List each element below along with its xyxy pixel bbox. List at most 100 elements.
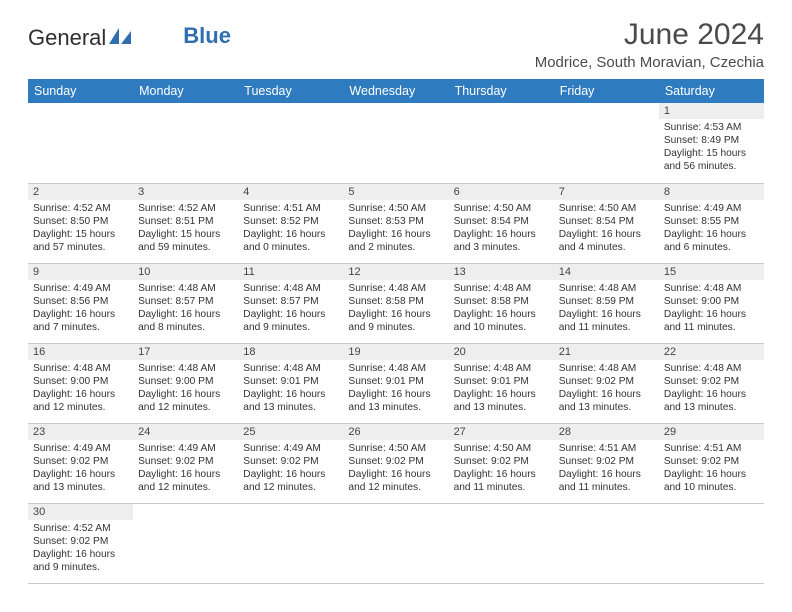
day-details: Sunrise: 4:50 AMSunset: 8:54 PMDaylight:…	[449, 200, 554, 257]
day-daylight2: and 11 minutes.	[559, 321, 654, 334]
day-sunset: Sunset: 9:02 PM	[664, 455, 759, 468]
day-sunset: Sunset: 8:57 PM	[243, 295, 338, 308]
day-details: Sunrise: 4:52 AMSunset: 8:50 PMDaylight:…	[28, 200, 133, 257]
day-sunrise: Sunrise: 4:49 AM	[33, 442, 128, 455]
sail-icon	[109, 24, 131, 50]
calendar-head: SundayMondayTuesdayWednesdayThursdayFrid…	[28, 79, 764, 103]
calendar-cell: 7Sunrise: 4:50 AMSunset: 8:54 PMDaylight…	[554, 183, 659, 263]
day-sunset: Sunset: 8:56 PM	[33, 295, 128, 308]
calendar-body: 1Sunrise: 4:53 AMSunset: 8:49 PMDaylight…	[28, 103, 764, 583]
day-number: 9	[28, 264, 133, 280]
day-number: 29	[659, 424, 764, 440]
calendar-cell	[554, 103, 659, 183]
calendar-cell	[133, 503, 238, 583]
day-number: 10	[133, 264, 238, 280]
location-text: Modrice, South Moravian, Czechia	[535, 54, 764, 71]
day-details: Sunrise: 4:48 AMSunset: 8:58 PMDaylight:…	[449, 280, 554, 337]
day-sunset: Sunset: 9:01 PM	[243, 375, 338, 388]
day-details: Sunrise: 4:48 AMSunset: 9:00 PMDaylight:…	[133, 360, 238, 417]
day-sunrise: Sunrise: 4:51 AM	[664, 442, 759, 455]
day-details: Sunrise: 4:49 AMSunset: 9:02 PMDaylight:…	[28, 440, 133, 497]
day-details: Sunrise: 4:49 AMSunset: 9:02 PMDaylight:…	[133, 440, 238, 497]
day-number: 20	[449, 344, 554, 360]
calendar-row: 9 Sunrise: 4:49 AMSunset: 8:56 PM Daylight…	[28, 263, 764, 343]
day-sunset: Sunset: 9:02 PM	[559, 375, 654, 388]
day-sunset: Sunset: 9:02 PM	[348, 455, 443, 468]
day-details: Sunrise: 4:48 AMSunset: 9:02 PMDaylight:…	[659, 360, 764, 417]
day-daylight1: Daylight: 16 hours	[243, 468, 338, 481]
calendar-cell	[659, 503, 764, 583]
day-sunrise: Sunrise: 4:48 AM	[454, 362, 549, 375]
calendar-cell: 9Sunrise: 4:49 AMSunset: 8:56 PMDaylight…	[28, 263, 133, 343]
day-daylight2: and 56 minutes.	[664, 160, 759, 173]
day-sunrise: Sunrise: 4:50 AM	[454, 202, 549, 215]
day-daylight1: Daylight: 16 hours	[664, 468, 759, 481]
calendar-cell	[449, 503, 554, 583]
day-daylight1: Daylight: 16 hours	[454, 308, 549, 321]
calendar-cell: 4Sunrise: 4:51 AMSunset: 8:52 PMDaylight…	[238, 183, 343, 263]
day-sunrise: Sunrise: 4:48 AM	[559, 282, 654, 295]
calendar-row: 16Sunrise: 4:48 AMSunset: 9:00 PMDayligh…	[28, 343, 764, 423]
calendar-cell	[554, 503, 659, 583]
day-number: 11	[238, 264, 343, 280]
calendar-row: 2Sunrise: 4:52 AMSunset: 8:50 PMDaylight…	[28, 183, 764, 263]
day-daylight2: and 9 minutes.	[33, 561, 128, 574]
day-daylight2: and 13 minutes.	[454, 401, 549, 414]
day-number: 8	[659, 184, 764, 200]
weekday-header: Tuesday	[238, 79, 343, 103]
day-daylight2: and 57 minutes.	[33, 241, 128, 254]
day-daylight2: and 2 minutes.	[348, 241, 443, 254]
day-sunrise: Sunrise: 4:50 AM	[559, 202, 654, 215]
day-daylight2: and 10 minutes.	[454, 321, 549, 334]
day-details: Sunrise: 4:48 AMSunset: 8:58 PMDaylight:…	[343, 280, 448, 337]
day-daylight2: and 10 minutes.	[664, 481, 759, 494]
day-number: 23	[28, 424, 133, 440]
day-sunset: Sunset: 8:54 PM	[454, 215, 549, 228]
day-sunrise: Sunrise: 4:48 AM	[664, 362, 759, 375]
calendar-cell: 16Sunrise: 4:48 AMSunset: 9:00 PMDayligh…	[28, 343, 133, 423]
day-daylight2: and 8 minutes.	[138, 321, 233, 334]
calendar-cell: 8Sunrise: 4:49 AMSunset: 8:55 PMDaylight…	[659, 183, 764, 263]
logo-text-2: Blue	[183, 23, 231, 49]
day-sunset: Sunset: 9:02 PM	[664, 375, 759, 388]
calendar-cell	[449, 103, 554, 183]
day-details: Sunrise: 4:50 AMSunset: 9:02 PMDaylight:…	[449, 440, 554, 497]
day-sunrise: Sunrise: 4:49 AM	[33, 282, 128, 295]
calendar-cell: 12Sunrise: 4:48 AMSunset: 8:58 PMDayligh…	[343, 263, 448, 343]
day-daylight2: and 59 minutes.	[138, 241, 233, 254]
day-daylight2: and 4 minutes.	[559, 241, 654, 254]
day-sunrise: Sunrise: 4:52 AM	[138, 202, 233, 215]
day-sunrise: Sunrise: 4:48 AM	[138, 282, 233, 295]
day-daylight2: and 7 minutes.	[33, 321, 128, 334]
day-details: Sunrise: 4:49 AMSunset: 8:55 PMDaylight:…	[659, 200, 764, 257]
day-details: Sunrise: 4:48 AMSunset: 9:00 PMDaylight:…	[28, 360, 133, 417]
day-daylight1: Daylight: 16 hours	[348, 388, 443, 401]
calendar-cell	[28, 103, 133, 183]
day-number: 15	[659, 264, 764, 280]
day-number: 22	[659, 344, 764, 360]
day-daylight1: Daylight: 16 hours	[138, 308, 233, 321]
day-sunset: Sunset: 9:02 PM	[454, 455, 549, 468]
day-daylight1: Daylight: 16 hours	[243, 228, 338, 241]
day-details: Sunrise: 4:51 AMSunset: 9:02 PMDaylight:…	[554, 440, 659, 497]
calendar-cell: 15Sunrise: 4:48 AMSunset: 9:00 PMDayligh…	[659, 263, 764, 343]
day-daylight2: and 13 minutes.	[559, 401, 654, 414]
day-daylight2: and 13 minutes.	[348, 401, 443, 414]
day-sunset: Sunset: 8:59 PM	[559, 295, 654, 308]
day-daylight1: Daylight: 16 hours	[33, 388, 128, 401]
day-sunrise: Sunrise: 4:48 AM	[348, 362, 443, 375]
day-daylight1: Daylight: 16 hours	[33, 548, 128, 561]
day-sunset: Sunset: 8:58 PM	[348, 295, 443, 308]
day-sunrise: Sunrise: 4:48 AM	[243, 282, 338, 295]
day-number: 3	[133, 184, 238, 200]
day-number: 25	[238, 424, 343, 440]
day-number: 16	[28, 344, 133, 360]
calendar-cell	[133, 103, 238, 183]
logo-text-1: General	[28, 25, 106, 51]
day-sunrise: Sunrise: 4:48 AM	[664, 282, 759, 295]
day-sunrise: Sunrise: 4:51 AM	[559, 442, 654, 455]
day-number: 6	[449, 184, 554, 200]
day-details: Sunrise: 4:48 AMSunset: 8:57 PMDaylight:…	[238, 280, 343, 337]
day-daylight2: and 12 minutes.	[33, 401, 128, 414]
calendar-cell: 11Sunrise: 4:48 AMSunset: 8:57 PMDayligh…	[238, 263, 343, 343]
